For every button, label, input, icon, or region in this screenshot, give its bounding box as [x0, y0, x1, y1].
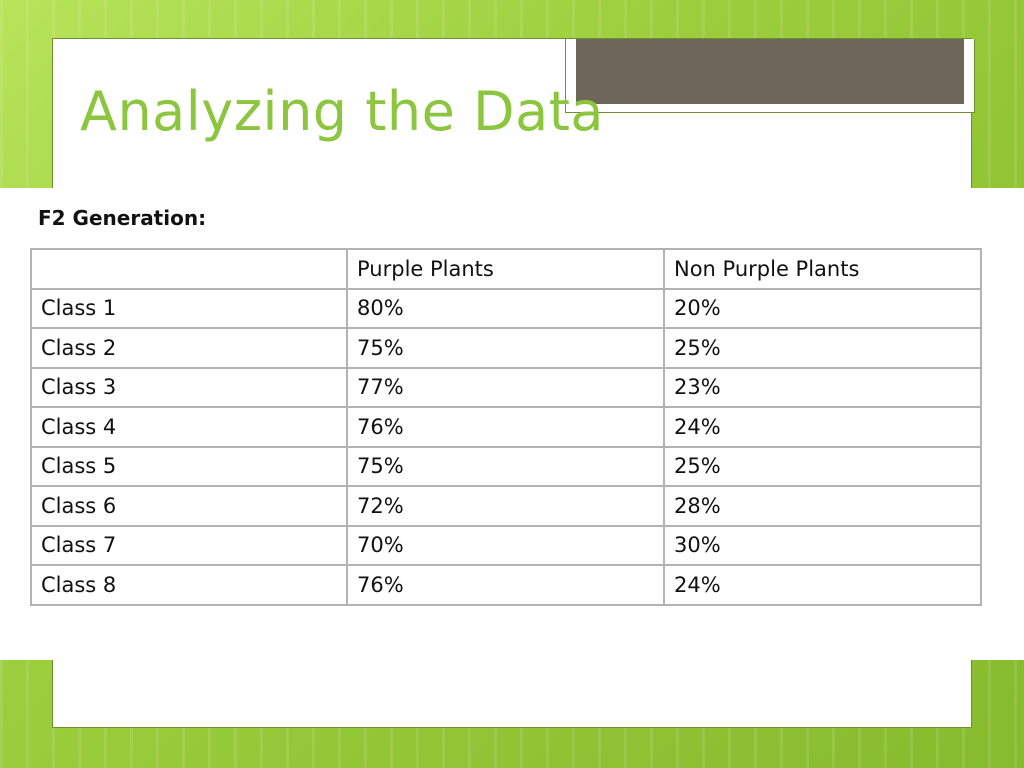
table-header-row: Purple Plants Non Purple Plants	[30, 248, 982, 290]
class-cell: Class 6	[30, 485, 348, 527]
class-cell: Class 3	[30, 366, 348, 408]
purple-value-cell: 72%	[346, 485, 665, 527]
class-cell: Class 4	[30, 406, 348, 448]
purple-value-cell: 75%	[346, 327, 665, 369]
purple-value-cell: 75%	[346, 445, 665, 487]
header-cell-purple: Purple Plants	[346, 248, 665, 290]
class-cell: Class 2	[30, 327, 348, 369]
non-purple-value-cell: 30%	[663, 524, 982, 566]
table-row: Class 8 76% 24%	[30, 564, 982, 606]
purple-value-cell: 76%	[346, 564, 665, 606]
non-purple-value-cell: 24%	[663, 406, 982, 448]
table-row: Class 4 76% 24%	[30, 406, 982, 448]
class-cell: Class 1	[30, 287, 348, 329]
header-cell-non-purple: Non Purple Plants	[663, 248, 982, 290]
table-caption: F2 Generation:	[38, 206, 207, 230]
table-row: Class 2 75% 25%	[30, 327, 982, 369]
non-purple-value-cell: 20%	[663, 287, 982, 329]
table-row: Class 6 72% 28%	[30, 485, 982, 527]
table-row: Class 7 70% 30%	[30, 524, 982, 566]
table-row: Class 5 75% 25%	[30, 445, 982, 487]
slide-title: Analyzing the Data	[80, 80, 604, 143]
class-cell: Class 7	[30, 524, 348, 566]
purple-value-cell: 70%	[346, 524, 665, 566]
non-purple-value-cell: 25%	[663, 445, 982, 487]
class-cell: Class 8	[30, 564, 348, 606]
non-purple-value-cell: 24%	[663, 564, 982, 606]
slide-header-tab	[565, 39, 975, 113]
purple-value-cell: 76%	[346, 406, 665, 448]
header-tab-fill	[576, 39, 964, 104]
non-purple-value-cell: 28%	[663, 485, 982, 527]
purple-value-cell: 77%	[346, 366, 665, 408]
table-row: Class 1 80% 20%	[30, 287, 982, 329]
non-purple-value-cell: 25%	[663, 327, 982, 369]
non-purple-value-cell: 23%	[663, 366, 982, 408]
table-row: Class 3 77% 23%	[30, 366, 982, 408]
class-cell: Class 5	[30, 445, 348, 487]
table-image-panel: F2 Generation: Purple Plants Non Purple …	[0, 188, 1024, 660]
header-cell-empty	[30, 248, 348, 290]
purple-value-cell: 80%	[346, 287, 665, 329]
